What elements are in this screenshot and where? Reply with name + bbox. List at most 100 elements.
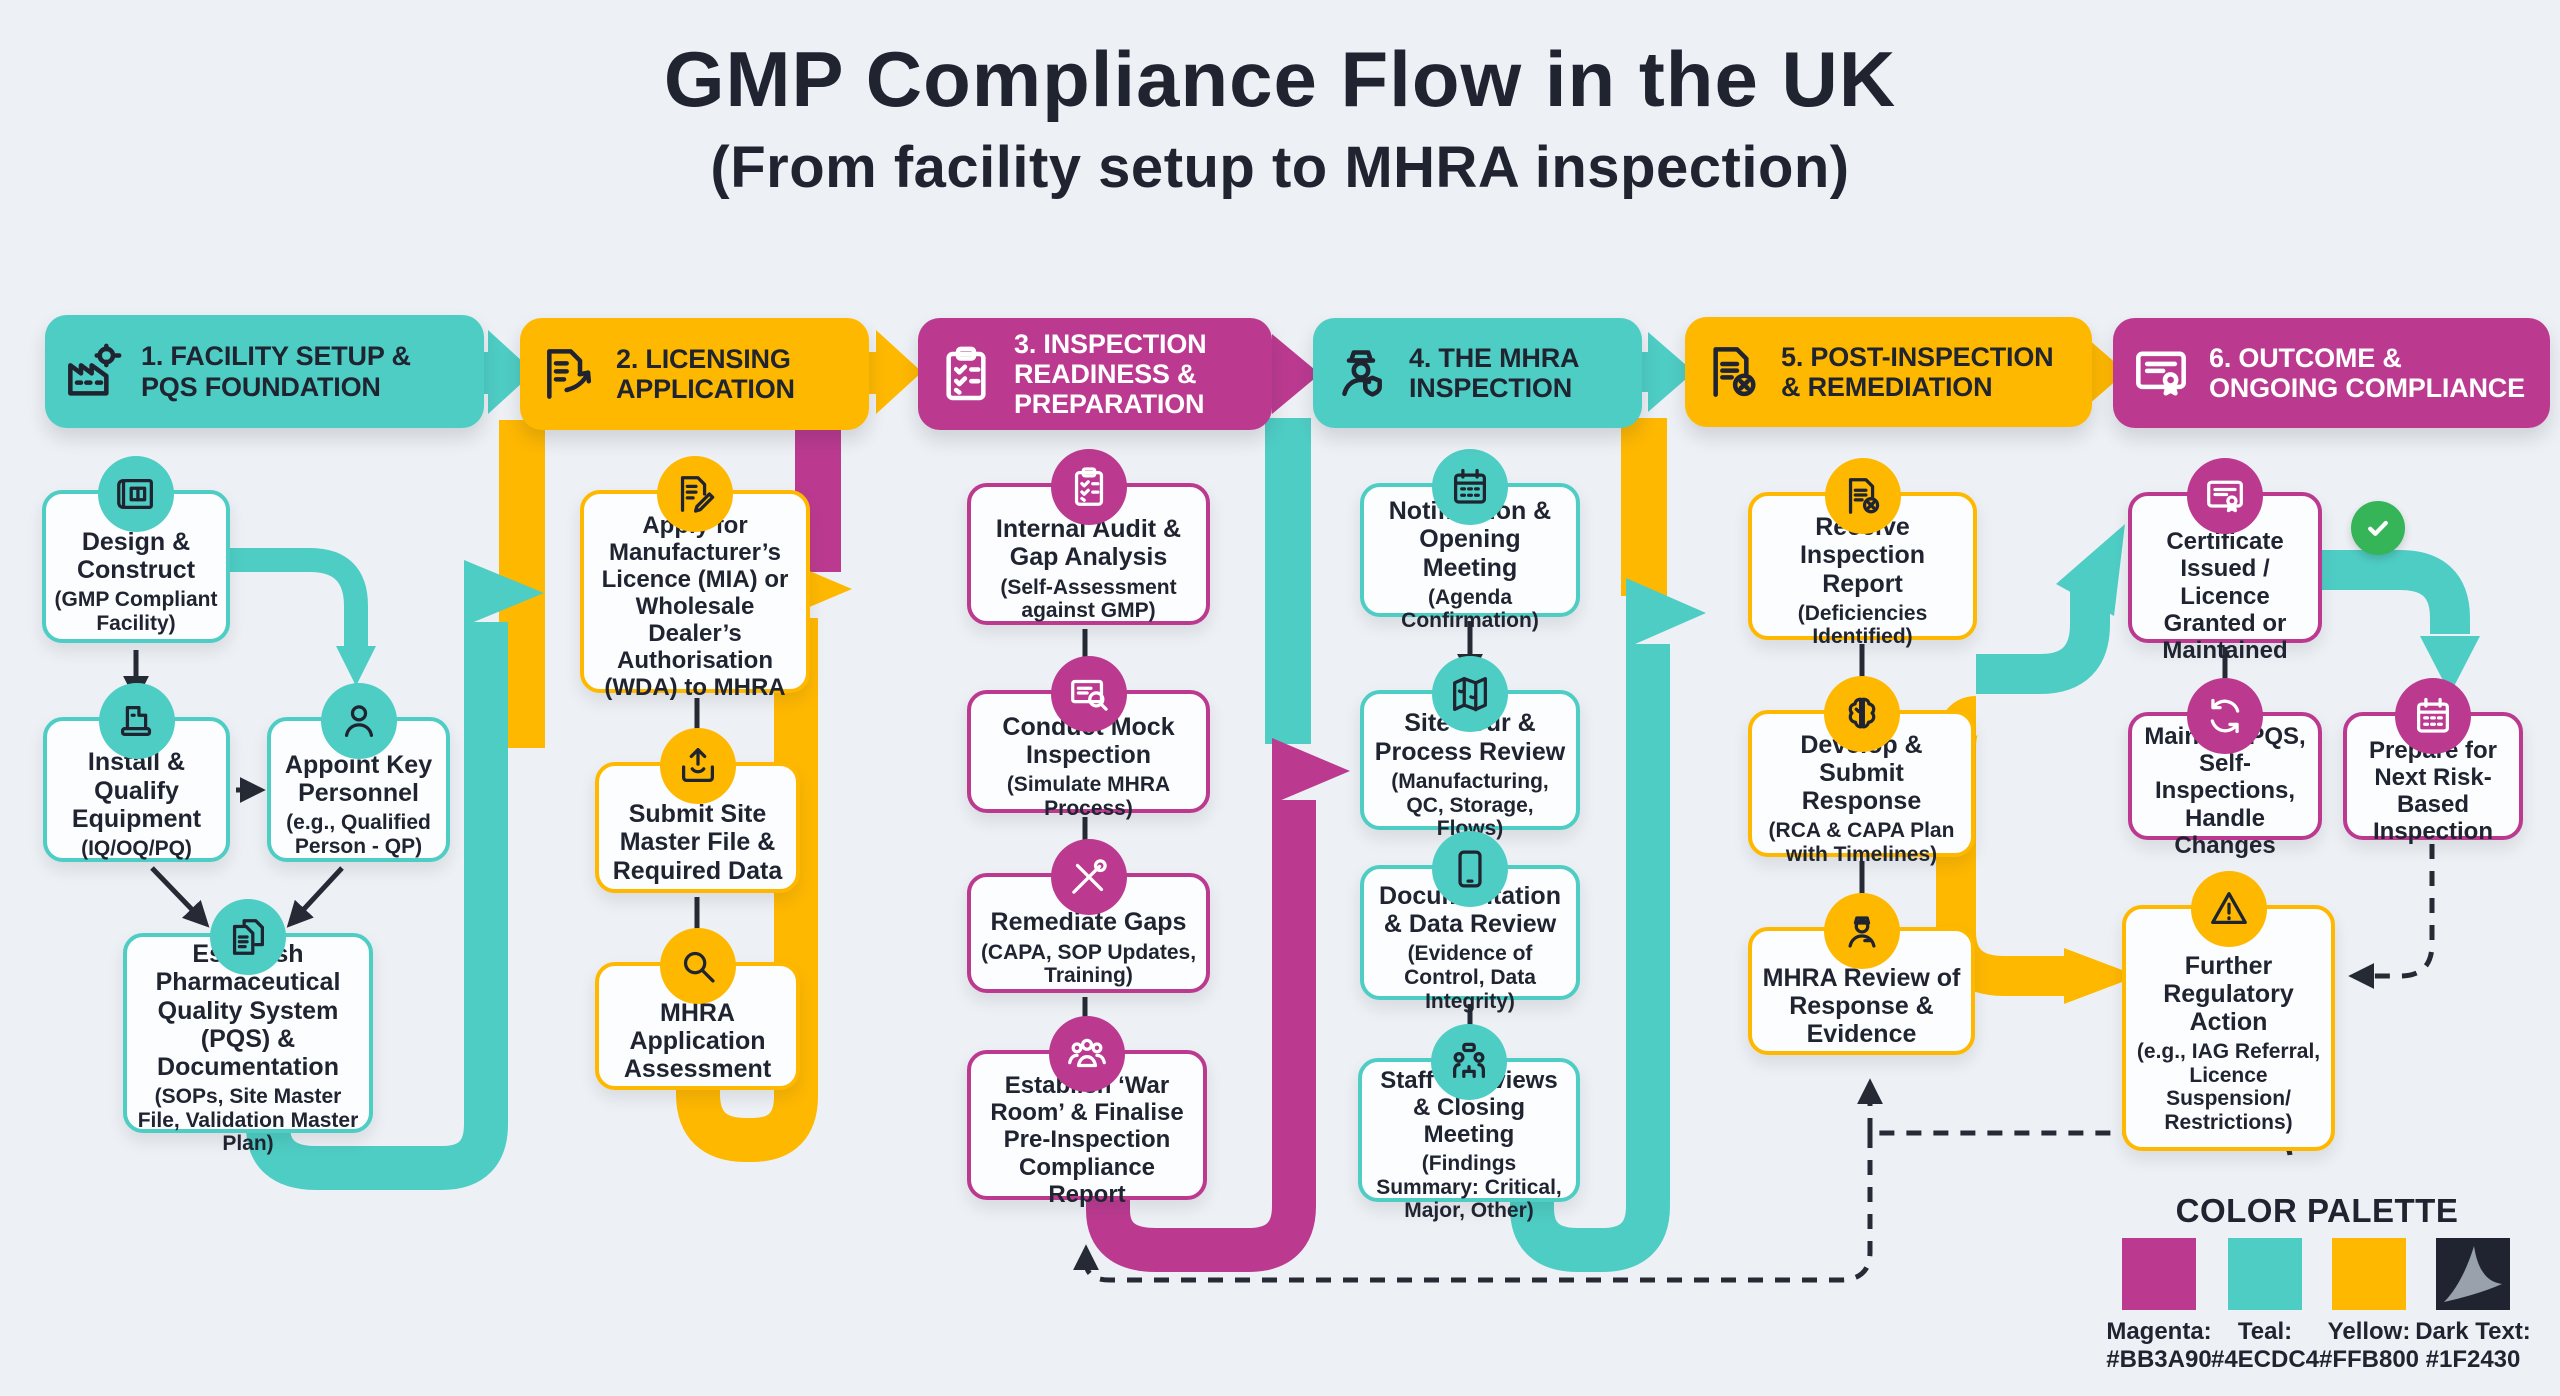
step-sublabel: (Evidence of Control, Data Integrity) [1404, 942, 1536, 1013]
flow-certificate-to-next-inspection-band [2322, 550, 2470, 634]
clipboard-icon [934, 342, 998, 406]
step-box-2-2: Submit Site Master File & Required Data [595, 728, 800, 893]
step-sublabel: (Deficiencies Identified) [1797, 601, 1928, 649]
stage-header-5: 5. POST-INSPECTION & REMEDIATION [1685, 317, 2092, 427]
step-label: Appoint Key Personnel [284, 750, 433, 807]
palette-title: COLOR PALETTE [2175, 1192, 2459, 1229]
step-box-2-3: MHRA Application Assessment [595, 928, 800, 1090]
palette-swatch-yellow [2332, 1238, 2406, 1310]
step-label: MHRA Application Assessment [623, 998, 772, 1084]
step-sublabel: (e.g., Qualified Person - QP) [286, 811, 431, 858]
doc-x-icon [1701, 340, 1765, 404]
flow-stage1-to-stage2-band [246, 622, 508, 1190]
step-box-3-3: Remediate Gaps (CAPA, SOP Updates, Traini… [967, 839, 1210, 993]
flow-response-to-regulatory-action-arrowhead [2064, 948, 2138, 1004]
step-label: Submit Site Master File & Required Data [612, 800, 783, 885]
doc-arrow-icon [536, 342, 600, 406]
stage-header-1: 1. FACILITY SETUP & PQS FOUNDATION [45, 315, 484, 428]
doc-pencil-icon [657, 456, 733, 532]
page-title: GMP Compliance Flow in the UK [663, 35, 1897, 123]
step-box-4-2: Site Tour & Process Review(Manufacturing… [1360, 656, 1580, 840]
flow-design-to-personnel-arrowhead [336, 646, 376, 686]
success-check-icon [2351, 501, 2405, 555]
tools-icon [1050, 839, 1127, 915]
stage-header-2: 2. LICENSING APPLICATION [520, 318, 869, 430]
step-box-6-3: Prepare for Next Risk-Based Inspection [2343, 678, 2523, 845]
certificate-icon [2129, 341, 2193, 405]
step-label: Further Regulatory Action [2163, 951, 2294, 1037]
step-sublabel: (IQ/OQ/PQ) [81, 837, 192, 861]
step-box-3-2: Conduct Mock Inspection (Simulate MHRA Pr… [967, 656, 1210, 820]
feedback-dashed-paths [1073, 844, 2435, 1283]
step-label: Design & Construct [76, 527, 196, 584]
step-sublabel: (Findings Summary: Critical, Major, Othe… [1376, 1152, 1562, 1223]
step-box-3-4: Establish ‘War Room’ & Finalise Pre-Insp… [967, 1016, 1207, 1208]
step-sublabel: (RCA & CAPA Plan with Timelines) [1768, 819, 1955, 866]
palette-label-yellow: Yellow: #FFB800 [2318, 1318, 2420, 1374]
flow-stage4-to-stage5-band [1510, 644, 1670, 1272]
flow-response-to-certificate-arrowhead [2056, 524, 2125, 616]
machine-icon [98, 683, 175, 759]
stage-header-label: 4. THE MHRA INSPECTION [1409, 342, 1579, 403]
people-icon [1049, 1016, 1125, 1092]
step-sublabel: (CAPA, SOP Updates, Training) [980, 940, 1197, 988]
step-box-1-4: Establish Pharmaceutical Quality System … [123, 899, 373, 1155]
step-label: Establish Pharmaceutical Quality System … [155, 940, 341, 1082]
factory-icon [61, 340, 125, 404]
step-label: Install & Qualify Equipment [71, 748, 202, 833]
flow-certificate-to-next-inspection-arrowhead [2420, 636, 2480, 694]
dashed-into-war-room [1073, 1133, 1873, 1283]
flow-design-to-personnel-band [230, 548, 368, 646]
step-box-5-3: MHRA Review of Response & Evidence [1748, 893, 1975, 1055]
flow-stage1-to-stage2-arrowhead [464, 560, 544, 626]
step-box-4-1: Notification & Opening Meeting(Agenda Co… [1360, 449, 1580, 632]
step-label: MHRA Review of Response & Evidence [1762, 963, 1961, 1049]
step-sublabel: (e.g., IAG Referral, Licence Suspension/… [2136, 1040, 2321, 1134]
refresh-icon [2187, 678, 2263, 754]
step-sublabel: (Agenda Confirmation) [1401, 585, 1539, 633]
stage-header-4: 4. THE MHRA INSPECTION [1313, 318, 1642, 428]
flow-stage3-to-stage4-band [1086, 800, 1316, 1272]
certificate-icon [2187, 458, 2263, 534]
step-box-6-4: Further Regulatory Action (e.g., IAG Refe… [2122, 871, 2335, 1151]
stage-header-label: 2. LICENSING APPLICATION [616, 343, 795, 404]
stage-header-label: 5. POST-INSPECTION & REMEDIATION [1781, 341, 2054, 402]
stage-header-label: 6. OUTCOME & ONGOING COMPLIANCE [2209, 342, 2525, 403]
flow-stage2-to-stage3-band [676, 618, 818, 1162]
tablet-icon [1432, 831, 1508, 907]
doc-x-icon [1824, 458, 1901, 534]
map-icon [1432, 656, 1508, 732]
police-icon [1329, 341, 1393, 405]
palette-swatch-teal [2228, 1238, 2302, 1310]
step-sublabel: (GMP Compliant Facility) [54, 588, 218, 635]
flow-stage4-to-stage5-arrowhead [1626, 578, 1706, 648]
documents-icon [210, 899, 286, 975]
stage-header-label: 3. INSPECTION READINESS & PREPARATION [1014, 328, 1207, 420]
calendar-icon [2395, 678, 2471, 754]
step-box-6-1: GMP Certificate Issued / Licence Granted… [2128, 458, 2322, 664]
step-box-4-3: Documentation & Data Review(Evidence of … [1360, 831, 1580, 1013]
step-sublabel: (Simulate MHRA Process) [1006, 773, 1171, 820]
person-icon [320, 683, 397, 759]
blueprint-icon [98, 456, 174, 532]
stage-header-6: 6. OUTCOME & ONGOING COMPLIANCE [2113, 318, 2550, 428]
page-subtitle: (From facility setup to MHRA inspection) [710, 135, 1850, 200]
step-sublabel: (Self-Assessment against GMP) [1000, 575, 1177, 623]
step-box-5-1: Receive Inspection Report(Deficiencies I… [1748, 458, 1977, 648]
step-label: Develop & Submit Response [1800, 730, 1923, 816]
step-box-5-2: Develop & Submit Response(RCA & CAPA Pla… [1748, 676, 1975, 866]
step-label: Apply for Manufacturer’s Licence (MIA) o… [601, 511, 789, 702]
palette-label-magenta: Magenta: #BB3A90 [2106, 1318, 2212, 1374]
step-label: Establish ‘War Room’ & Finalise Pre-Insp… [990, 1072, 1184, 1208]
worker-icon [1823, 893, 1900, 969]
step-label: Receive Inspection Report [1799, 513, 1925, 598]
flow-stage3-to-stage4-arrowhead [1272, 738, 1350, 804]
upload-icon [659, 728, 736, 804]
clipboard-icon [1050, 449, 1127, 525]
step-box-3-1: Internal Audit & Gap Analysis (Self-Asses… [967, 449, 1210, 625]
brain-icon [1823, 676, 1900, 752]
step-box-1-1: Design & Construct (GMP Compliant Facilit… [42, 456, 230, 643]
cert-magnifier-icon [1050, 656, 1127, 732]
dashed-next-inspection-to-regulatory-action [2348, 844, 2435, 989]
